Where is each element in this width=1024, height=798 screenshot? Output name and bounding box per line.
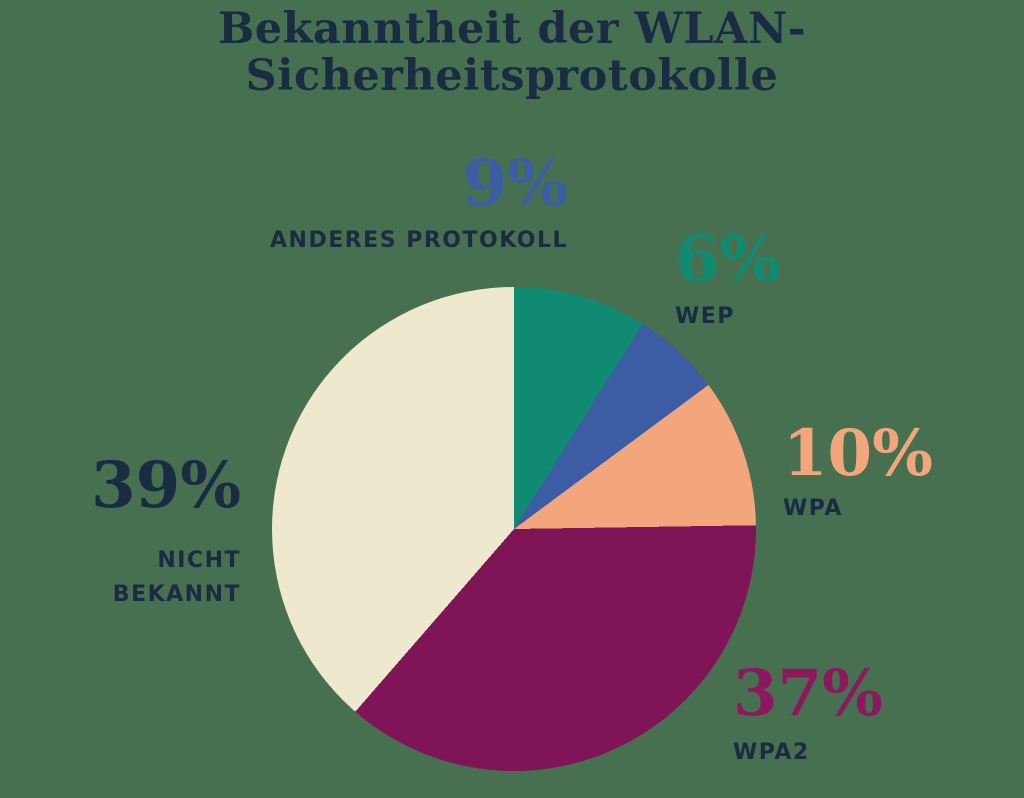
chart-title-line-1: Bekanntheit der WLAN- xyxy=(217,4,807,54)
category-wep: WEP xyxy=(675,304,735,329)
percent-nicht-bekannt: 39% xyxy=(91,448,241,523)
chart-title-line-2: Sicherheitsprotokolle xyxy=(245,51,779,101)
category-nicht-bekannt-line-1: NICHT xyxy=(157,548,241,573)
percent-wpa: 10% xyxy=(783,416,933,491)
category-anderes-protokoll: ANDERES PROTOKOLL xyxy=(270,228,568,253)
label-group-nicht-bekannt: 39% NICHT BEKANNT xyxy=(91,454,241,612)
label-group-wpa: 10% WPA xyxy=(783,422,933,520)
percent-wep: 6% xyxy=(675,222,781,297)
label-group-wep: 6% WEP xyxy=(675,228,780,328)
category-nicht-bekannt: NICHT BEKANNT xyxy=(91,544,241,612)
label-group-wpa2: 37% WPA2 xyxy=(733,662,883,764)
category-wpa2: WPA2 xyxy=(733,740,810,765)
label-group-anderes-protokoll: 9% ANDERES PROTOKOLL xyxy=(270,152,568,252)
pie-chart xyxy=(272,287,756,771)
percent-wpa2: 37% xyxy=(733,656,883,731)
category-nicht-bekannt-line-2: BEKANNT xyxy=(112,582,241,608)
category-wpa: WPA xyxy=(783,496,843,521)
percent-anderes-protokoll: 9% xyxy=(462,146,568,221)
chart-title: Bekanntheit der WLAN- Sicherheitsprotokol… xyxy=(0,6,1024,100)
